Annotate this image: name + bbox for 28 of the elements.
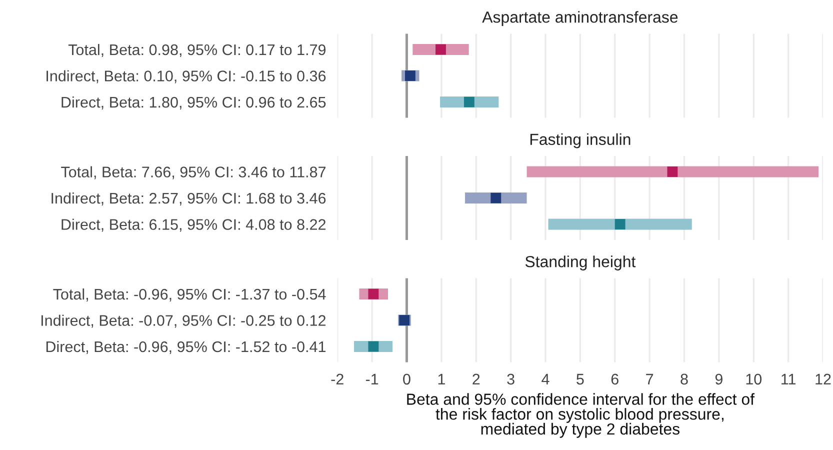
x-tick-label: 0 [403, 374, 410, 385]
chart-title: Aspartate aminotransferase [482, 11, 678, 26]
y-tick-label: Indirect, Beta: -0.07, 95% CI: -0.25 to 0.12 [41, 314, 326, 328]
chart-title: Fasting insulin [530, 133, 630, 148]
y-tick-label: Indirect, Beta: 0.10, 95% CI: -0.15 to 0.36 [46, 70, 326, 84]
x-tick-label: -1 [366, 374, 378, 384]
y-tick-label: Total, Beta: 7.66, 95% CI: 3.46 to 11.87 [61, 166, 326, 180]
x-tick-label: 12 [816, 374, 831, 384]
x-tick-label: -2 [331, 374, 344, 384]
x-tick-label: 10 [746, 374, 762, 385]
x-tick-label: 7 [646, 374, 654, 384]
chart-title: Standing height [525, 256, 636, 270]
x-tick-label: 9 [715, 374, 722, 385]
y-tick-label: Indirect, Beta: 2.57, 95% CI: 1.68 to 3.46 [52, 192, 326, 206]
x-tick-label: 1 [438, 374, 445, 384]
x-tick-label: 2 [472, 374, 480, 384]
y-tick-label: Total, Beta: -0.96, 95% CI: -1.37 to -0.54 [53, 288, 326, 302]
x-tick-label: 11 [782, 374, 796, 384]
x-tick-label: 8 [680, 374, 688, 385]
y-tick-label: Direct, Beta: -0.96, 95% CI: -1.52 to -0.41 [46, 340, 326, 354]
y-tick-label: Total, Beta: 0.98, 95% CI: 0.17 to 1.79 [68, 44, 326, 57]
x-axis-title: Beta and 95% confidence interval for the effect of the risk factor on systolic blood pressure, mediated by type 2 diabetes [407, 393, 755, 438]
x-tick-label: 3 [507, 374, 514, 385]
x-tick-label: 4 [542, 374, 550, 384]
x-tick-label: 5 [576, 374, 584, 385]
y-tick-label: Direct, Beta: 6.15, 95% CI: 4.08 to 8.22 [62, 218, 326, 232]
x-tick-label: 6 [611, 374, 618, 385]
y-tick-label: Direct, Beta: 1.80, 95% CI: 0.96 to 2.65 [62, 96, 326, 110]
